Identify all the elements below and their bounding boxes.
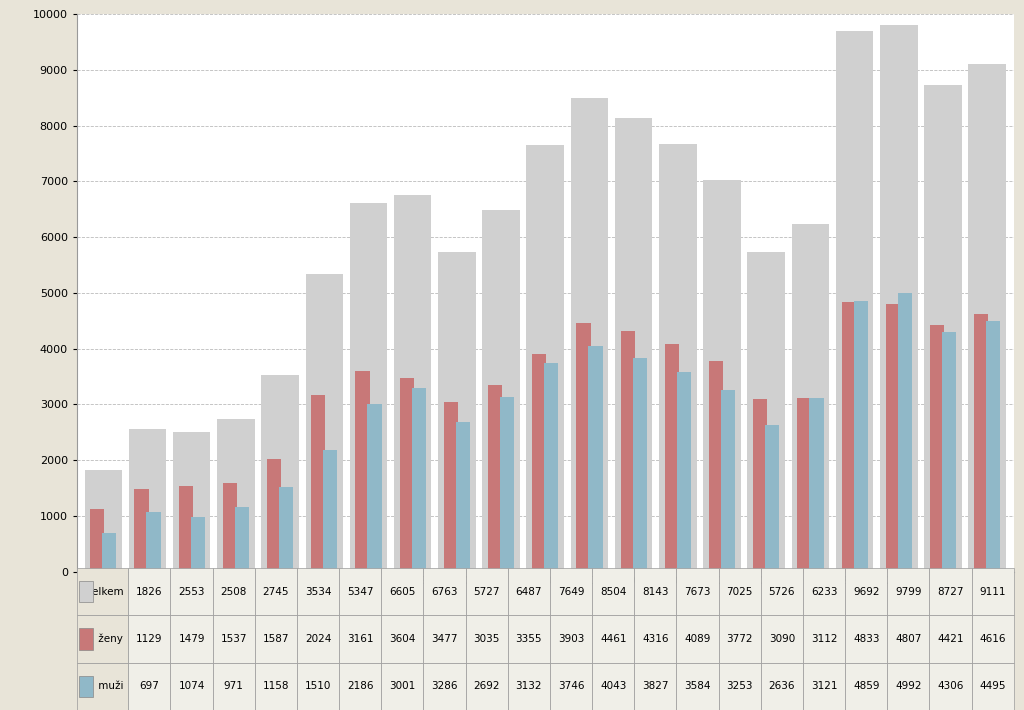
Bar — [438, 252, 476, 572]
Bar — [969, 64, 1006, 572]
Bar — [355, 371, 370, 572]
Bar — [544, 363, 558, 572]
Bar — [880, 26, 918, 572]
Bar — [798, 398, 812, 572]
Bar — [305, 273, 343, 572]
Bar — [500, 397, 514, 572]
Bar — [394, 195, 431, 572]
Bar — [267, 459, 282, 572]
Bar — [930, 325, 944, 572]
Bar — [90, 508, 104, 572]
Bar — [659, 144, 696, 572]
Bar — [709, 361, 723, 572]
Bar — [836, 31, 873, 572]
Bar — [399, 378, 414, 572]
Bar — [621, 331, 635, 572]
Bar — [526, 146, 564, 572]
Bar — [324, 449, 338, 572]
Bar — [190, 518, 205, 572]
Bar — [886, 304, 900, 572]
Bar — [589, 346, 603, 572]
Bar — [79, 628, 93, 650]
Bar — [134, 489, 148, 572]
Bar — [898, 293, 912, 572]
Bar — [350, 204, 387, 572]
Bar — [842, 302, 856, 572]
Bar — [129, 430, 166, 572]
Bar — [79, 676, 93, 697]
Bar — [146, 512, 161, 572]
Bar — [577, 323, 591, 572]
Bar — [79, 581, 93, 602]
Bar — [677, 372, 691, 572]
Bar — [217, 419, 255, 572]
Bar — [765, 425, 779, 572]
Bar — [368, 404, 382, 572]
Bar — [974, 315, 988, 572]
Bar — [482, 210, 520, 572]
Bar — [412, 388, 426, 572]
Bar — [792, 224, 829, 572]
Bar — [102, 532, 117, 572]
Bar — [614, 118, 652, 572]
Bar — [311, 395, 326, 572]
Bar — [633, 359, 647, 572]
Bar — [925, 85, 962, 572]
Bar — [223, 483, 237, 572]
Bar — [234, 507, 249, 572]
Bar — [665, 344, 679, 572]
Bar — [748, 253, 785, 572]
Bar — [753, 399, 767, 572]
Bar — [487, 385, 502, 572]
Bar — [279, 487, 293, 572]
Bar — [532, 354, 547, 572]
Bar — [570, 97, 608, 572]
Bar — [85, 470, 122, 572]
Bar — [854, 301, 867, 572]
Bar — [173, 432, 211, 572]
Bar — [942, 332, 956, 572]
Bar — [178, 486, 193, 572]
Bar — [809, 398, 823, 572]
Bar — [456, 422, 470, 572]
Bar — [703, 180, 740, 572]
Bar — [261, 375, 299, 572]
Bar — [986, 321, 1000, 572]
Bar — [721, 391, 735, 572]
Bar — [443, 403, 458, 572]
